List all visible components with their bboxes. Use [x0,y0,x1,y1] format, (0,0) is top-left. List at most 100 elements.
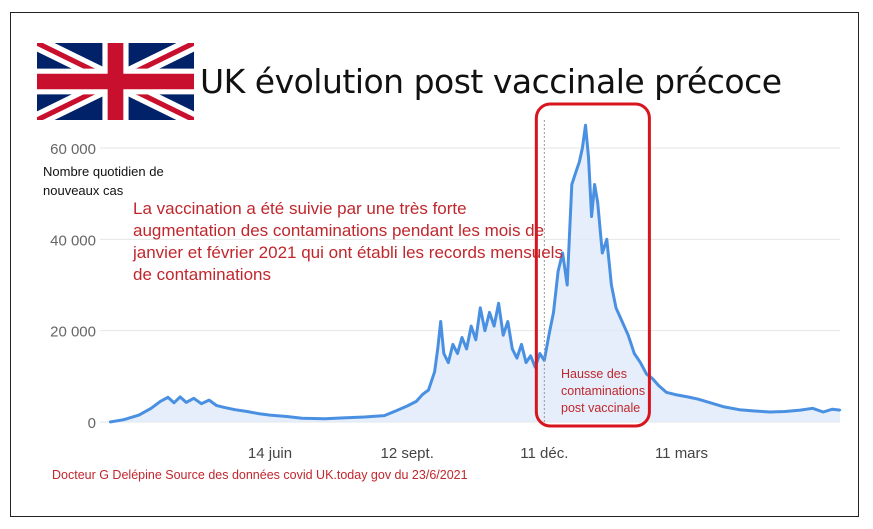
data-point [233,408,237,411]
data-point [300,417,304,420]
x-tick-label: 11 déc. [520,445,568,462]
data-point [556,270,560,273]
data-point [570,183,573,186]
data-point [460,336,464,339]
data-point [178,395,182,399]
data-point [601,251,604,255]
data-point [590,215,593,218]
data-point [709,401,712,404]
data-point [627,334,630,337]
data-point [406,404,409,408]
data-point [529,354,532,357]
data-point [783,410,787,413]
data-point [645,372,648,376]
y-tick-label: 40 000 [50,232,96,249]
data-point [581,146,584,150]
chart-frame [10,12,859,517]
data-point [268,413,272,417]
data-point [674,393,677,396]
data-point [502,334,505,337]
data-point [415,400,418,403]
x-tick-label: 11 mars [655,445,708,462]
data-point [614,306,618,309]
data-point [620,320,624,323]
union-jack-flag-icon [37,43,194,120]
data-point [605,238,608,241]
data-point [363,415,366,419]
data-point [442,352,445,355]
data-point [651,377,654,380]
data-point [122,418,125,421]
data-point [108,420,112,424]
data-point [633,352,636,355]
data-point [149,407,153,410]
data-point [552,311,555,314]
data-point [566,283,569,287]
data-point [465,347,468,351]
data-point [427,388,430,392]
data-point [753,409,756,413]
data-point [515,356,519,360]
data-point [215,404,218,407]
data-point [639,361,642,364]
series-area [110,125,840,422]
data-point [421,393,424,396]
data-point [159,400,162,403]
data-point [768,410,772,414]
data-point [497,302,500,305]
data-point [831,408,834,411]
data-point [584,124,587,127]
y-axis-label: Nombre quotidien de nouveaux cas [43,164,164,198]
data-point [838,408,842,412]
data-point [207,398,211,402]
data-point [172,401,176,404]
data-point [723,405,726,409]
data-point [738,408,741,411]
source-credit: Docteur G Delépine Source des données co… [52,468,468,482]
data-point [811,407,814,410]
data-point [524,361,528,364]
data-point [223,406,226,409]
data-point [395,409,398,412]
y-tick-label: 60 000 [50,141,96,158]
data-point [506,320,509,323]
data-point [822,410,825,414]
data-point [596,201,599,204]
data-point [587,155,590,159]
data-point [479,306,482,309]
page-title: UK évolution post vaccinale précoce [200,62,782,101]
data-point [200,402,203,405]
data-point [799,408,802,412]
y-tick-label: 20 000 [50,324,96,341]
data-point [610,283,613,287]
data-point [436,347,439,351]
data-point [258,412,261,415]
data-point [578,160,581,163]
x-tick-label: 12 sept. [380,445,433,462]
data-point [342,416,345,420]
data-point [456,352,459,355]
data-point [246,410,249,413]
data-point [323,417,327,420]
data-point [137,413,141,417]
data-point [511,347,514,351]
data-point [383,414,386,417]
data-point [447,361,450,364]
data-point [561,251,564,255]
highlight-label: Hausse des contaminations post vaccinale [561,367,646,415]
data-point [474,338,477,341]
vaccination-annotation: La vaccination a été suivie par une très… [133,199,563,284]
data-point [686,395,689,399]
data-point [166,396,170,399]
data-point [665,391,668,394]
data-point [285,415,288,418]
data-point [483,329,487,332]
data-point [492,324,496,328]
data-point [657,384,660,387]
data-point [547,334,551,337]
data-point [488,311,491,314]
highlight-box [534,102,651,428]
data-point [470,324,473,328]
data-point [575,169,578,172]
